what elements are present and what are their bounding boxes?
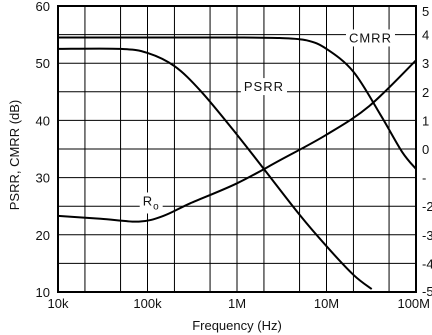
curve-label-bg (345, 29, 395, 47)
curve-label-cmrr: CMRR (345, 29, 395, 47)
curve-label-text: CMRR (349, 30, 392, 45)
x-tick-label: 10k (48, 296, 69, 311)
right-y-tick-label: 5 (422, 4, 429, 19)
series-line-cmrr (57, 36, 417, 170)
x-tick-label: 10M (314, 296, 339, 311)
plot-frame (57, 5, 417, 293)
right-y-tick-label: -2 (422, 199, 432, 214)
right-y-tick-label: 3 (422, 56, 429, 71)
right-y-tick-label: 4 (422, 28, 429, 43)
y-tick-label: 30 (36, 171, 50, 186)
curve-label-psrr: PSRR (240, 78, 288, 96)
series-line-ro (57, 59, 417, 223)
y-tick-label: 60 (36, 0, 50, 14)
right-y-tick-label: 2 (422, 85, 429, 100)
x-tick-label: 1M (228, 296, 246, 311)
curves (57, 36, 417, 290)
right-y-tick-label: 1 (422, 113, 429, 128)
right-y-tick-label: -3 (422, 228, 432, 243)
x-tick-label: 100M (397, 296, 430, 311)
y-tick-label: 20 (36, 228, 50, 243)
grid (58, 6, 416, 292)
y-axis-label: PSRR, CMRR (dB) (7, 100, 22, 211)
y-tick-label: 40 (36, 113, 50, 128)
y-tick-label: 10 (36, 285, 50, 300)
right-y-tick-label: -5 (422, 284, 432, 299)
curve-label-bg (139, 192, 163, 214)
right-y-tick-label: -4 (422, 256, 432, 271)
curve-label-ro: Ro (139, 192, 163, 214)
series-line-psrr (57, 47, 373, 290)
x-tick-label: 100k (133, 296, 162, 311)
y-tick-label: 50 (36, 56, 50, 71)
x-axis-label: Frequency (Hz) (192, 318, 282, 333)
curve-label-text: PSRR (244, 79, 284, 94)
right-y-tick-label: - (422, 171, 426, 186)
curve-labels: CMRR PSRR Ro (139, 29, 395, 214)
right-y-tick-label: 0 (422, 142, 429, 157)
curve-label-bg (240, 78, 288, 96)
